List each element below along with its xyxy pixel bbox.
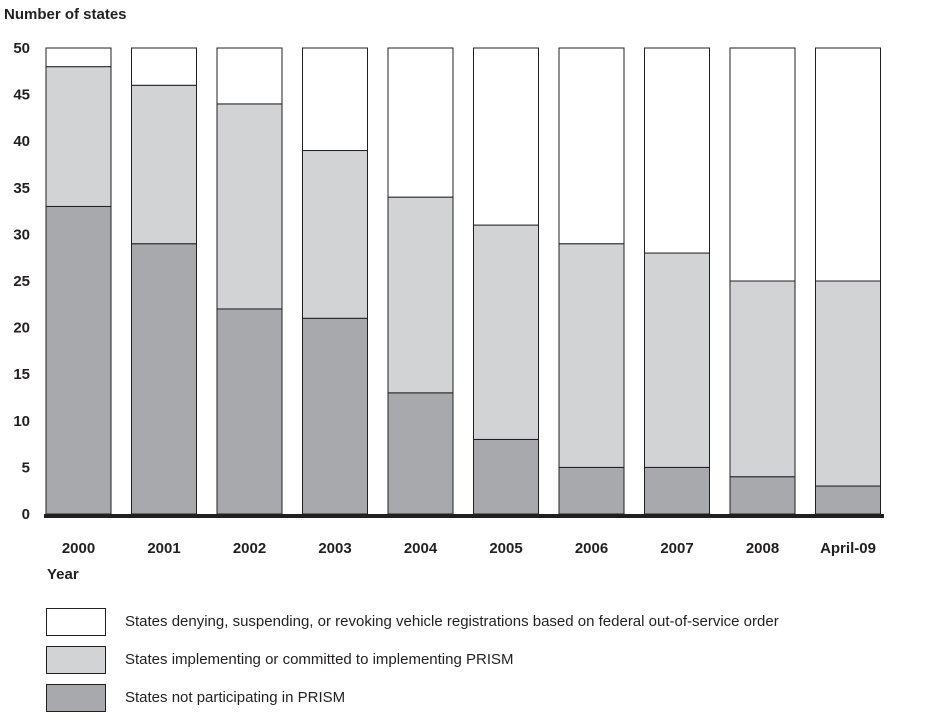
x-tick-label: 2001 <box>147 540 180 557</box>
bar-segment-denying <box>644 47 710 254</box>
bar-segment-not-participating <box>45 205 112 515</box>
bar-segment-denying <box>729 47 796 282</box>
bar-segment-denying <box>216 47 283 105</box>
legend-swatch-denying <box>46 608 106 636</box>
x-tick-label: 2007 <box>660 540 693 557</box>
bar-segment-implementing <box>45 66 112 207</box>
legend-label-denying: States denying, suspending, or revoking … <box>125 613 779 630</box>
bar-segment-not-participating <box>302 317 368 515</box>
y-tick-label: 40 <box>13 133 30 150</box>
y-tick-label: 25 <box>13 273 30 290</box>
bar-segment-denying <box>131 47 197 86</box>
legend-item-denying: States denying, suspending, or revoking … <box>46 608 951 646</box>
bar-segment-implementing <box>558 243 625 468</box>
bar-segment-denying <box>558 47 625 245</box>
bar-segment-denying <box>387 47 454 198</box>
bar-segment-implementing <box>644 252 710 468</box>
y-axis-title: Number of states <box>4 6 127 23</box>
y-tick-label: 50 <box>13 40 30 57</box>
bar-segment-denying <box>815 47 881 282</box>
y-tick-label: 15 <box>13 366 30 383</box>
bar-segment-implementing <box>216 103 283 310</box>
bar-segment-implementing <box>302 150 368 319</box>
bar-segment-not-participating <box>131 243 197 515</box>
y-tick-label: 0 <box>22 506 30 523</box>
x-tick-label: 2002 <box>233 540 266 557</box>
bar-segment-denying <box>45 47 112 68</box>
bar-segment-not-participating <box>387 392 454 515</box>
x-tick-label: 2006 <box>575 540 608 557</box>
y-tick-label: 35 <box>13 180 30 197</box>
x-tick-label: 2000 <box>62 540 95 557</box>
legend-label-not-participating: States not participating in PRISM <box>125 689 346 706</box>
bar-segment-not-participating <box>558 466 625 515</box>
x-tick-label: 2008 <box>746 540 779 557</box>
x-tick-label: 2005 <box>489 540 522 557</box>
legend-label-implementing: States implementing or committed to impl… <box>125 651 514 668</box>
bar-segment-implementing <box>131 84 197 245</box>
bar-segment-implementing <box>815 280 881 487</box>
y-axis: 0 5 10 15 20 25 30 35 40 45 50 <box>13 40 30 523</box>
legend-swatch-not-participating <box>46 684 106 712</box>
bar-segment-implementing <box>473 224 539 440</box>
bar-segment-implementing <box>729 280 796 478</box>
x-tick-label: April-09 <box>820 540 876 557</box>
y-tick-label: 10 <box>13 413 30 430</box>
y-tick-label: 30 <box>13 226 30 243</box>
legend-item-not-participating: States not participating in PRISM <box>46 684 951 722</box>
x-axis-title: Year <box>47 566 79 583</box>
bar-segment-denying <box>473 47 539 226</box>
legend-item-implementing: States implementing or committed to impl… <box>46 646 951 684</box>
x-tick-label: 2003 <box>318 540 351 557</box>
y-tick-label: 20 <box>13 320 30 337</box>
bar-segment-not-participating <box>473 438 539 515</box>
bar-segment-not-participating <box>644 466 710 515</box>
x-tick-label: 2004 <box>404 540 438 557</box>
bar-segment-not-participating <box>815 485 881 515</box>
x-axis: 2000 2001 2002 2003 2004 2005 2006 2007 2008 Apri… <box>62 540 876 557</box>
bar-segment-not-participating <box>729 476 796 515</box>
y-tick-label: 5 <box>22 459 30 476</box>
y-tick-label: 45 <box>13 87 30 104</box>
legend: States denying, suspending, or revoking … <box>46 608 951 722</box>
bars <box>44 47 884 518</box>
bar-segment-implementing <box>387 196 454 394</box>
bar-segment-not-participating <box>216 308 283 515</box>
x-axis-baseline <box>44 514 884 518</box>
legend-swatch-implementing <box>46 646 106 674</box>
bar-segment-denying <box>302 47 368 152</box>
